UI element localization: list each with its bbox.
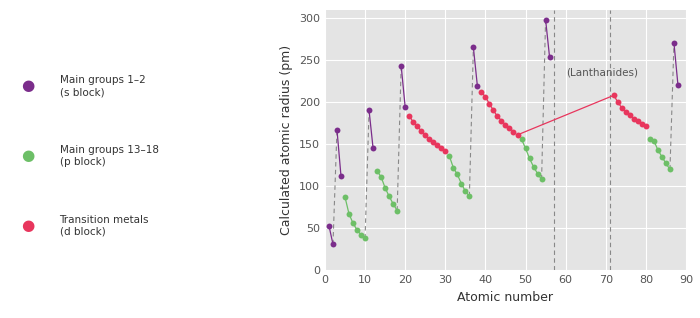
- Point: [532, 171, 543, 176]
- Point: [328, 242, 339, 247]
- Point: [388, 201, 399, 206]
- Point: [520, 146, 531, 151]
- Point: [375, 174, 386, 179]
- Point: [428, 140, 439, 145]
- Point: [628, 116, 639, 121]
- Point: [616, 105, 627, 110]
- Point: [664, 167, 676, 172]
- Point: [636, 121, 648, 127]
- Point: [432, 142, 443, 148]
- Point: [444, 153, 455, 158]
- Point: [400, 105, 411, 110]
- Point: [632, 119, 643, 124]
- Point: [608, 93, 620, 98]
- Point: [395, 63, 407, 68]
- Point: [528, 164, 539, 169]
- Point: [620, 110, 631, 115]
- Point: [488, 108, 499, 113]
- Point: [416, 128, 427, 133]
- Text: ●: ●: [21, 218, 34, 233]
- Point: [464, 194, 475, 199]
- Point: [412, 124, 423, 129]
- Point: [379, 185, 391, 190]
- Point: [644, 136, 655, 142]
- Point: [673, 83, 684, 88]
- Point: [448, 165, 459, 170]
- Point: [652, 148, 664, 153]
- Point: [472, 84, 483, 89]
- Text: Main groups 1–2
(s block): Main groups 1–2 (s block): [60, 75, 146, 97]
- Point: [496, 118, 507, 123]
- Point: [624, 112, 636, 117]
- Text: ●: ●: [21, 78, 34, 93]
- Point: [384, 194, 395, 199]
- Point: [331, 127, 342, 132]
- Point: [640, 124, 652, 129]
- Point: [476, 89, 487, 94]
- Point: [360, 236, 371, 241]
- Point: [660, 161, 671, 166]
- Point: [347, 221, 358, 226]
- Point: [356, 232, 367, 238]
- Point: [512, 132, 523, 137]
- Point: [419, 132, 430, 137]
- Y-axis label: Calculated atomic radius (pm): Calculated atomic radius (pm): [281, 45, 293, 235]
- Point: [508, 129, 519, 134]
- Point: [372, 169, 383, 174]
- Text: ●: ●: [21, 148, 34, 163]
- Point: [504, 126, 515, 131]
- Text: Transition metals
(d block): Transition metals (d block): [60, 215, 149, 237]
- Point: [340, 195, 351, 200]
- X-axis label: Atomic number: Atomic number: [458, 291, 554, 304]
- Point: [524, 156, 535, 161]
- Point: [452, 172, 463, 177]
- Point: [424, 136, 435, 142]
- Point: [492, 114, 503, 119]
- Point: [468, 45, 479, 50]
- Text: Main groups 13–18
(p block): Main groups 13–18 (p block): [60, 145, 158, 167]
- Point: [668, 41, 680, 46]
- Point: [323, 223, 335, 228]
- Point: [391, 208, 402, 213]
- Point: [540, 17, 551, 22]
- Point: [368, 146, 379, 151]
- Point: [612, 100, 624, 105]
- Point: [484, 101, 495, 106]
- Point: [648, 138, 659, 143]
- Point: [480, 94, 491, 100]
- Text: (Lanthanides): (Lanthanides): [566, 68, 638, 78]
- Point: [407, 120, 419, 125]
- Point: [404, 113, 415, 118]
- Point: [435, 146, 447, 151]
- Point: [544, 55, 555, 60]
- Point: [440, 148, 451, 153]
- Point: [456, 181, 467, 186]
- Point: [516, 136, 527, 142]
- Point: [536, 177, 547, 182]
- Point: [460, 189, 471, 194]
- Point: [363, 108, 374, 113]
- Point: [344, 211, 355, 217]
- Point: [500, 122, 511, 127]
- Point: [351, 227, 363, 232]
- Point: [657, 154, 668, 159]
- Point: [335, 174, 346, 179]
